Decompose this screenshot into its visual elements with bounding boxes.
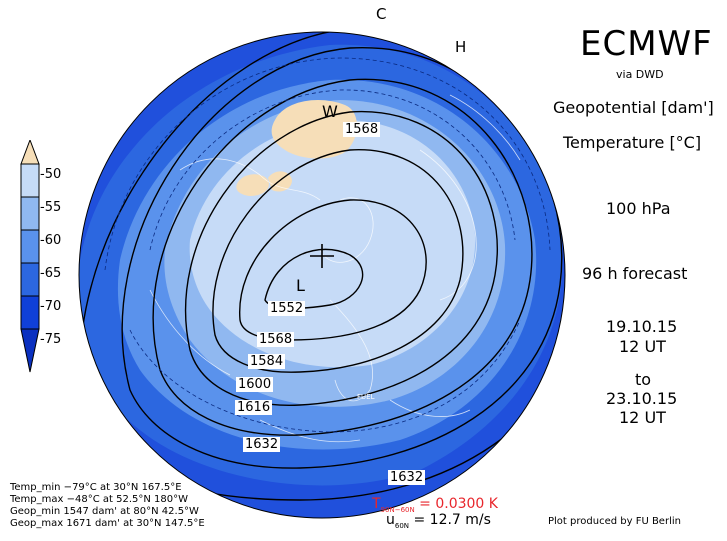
contour-label: 1616 xyxy=(235,400,273,415)
to-label: to xyxy=(635,370,652,389)
wind-index: u60N = 12.7 m/s xyxy=(386,512,491,530)
geop-max-stat: Geop_max 1671 dam' at 30°N 147.5°E xyxy=(10,518,205,529)
temp-min-stat: Temp_min −79°C at 30°N 167.5°E xyxy=(10,482,182,493)
warm-marker: W xyxy=(322,102,338,121)
warm-patch-small xyxy=(236,174,269,196)
contour-label: 1632 xyxy=(243,437,281,452)
place-label: FUEL xyxy=(357,393,375,401)
model-title: ECMWF xyxy=(580,24,713,64)
forecast-range: 96 h forecast xyxy=(582,264,688,283)
temperature-index: T90N−60N = 0.0300 K xyxy=(372,496,498,514)
colorbar-label: -50 xyxy=(40,167,62,182)
colorbar xyxy=(20,140,40,373)
contour-label: 1584 xyxy=(248,354,286,369)
colorbar-label: -60 xyxy=(40,233,62,248)
colorbar-label: -55 xyxy=(40,200,62,215)
init-date: 19.10.15 xyxy=(606,317,678,336)
contour-label: 1552 xyxy=(268,301,306,316)
map-outline xyxy=(78,31,566,519)
credit-label: Plot produced by FU Berlin xyxy=(548,516,681,527)
low-marker: L xyxy=(296,276,305,295)
t-symbol: T xyxy=(372,496,381,512)
high-marker: H xyxy=(455,38,467,56)
t-subscript: 90N−60N xyxy=(380,505,415,514)
init-time: 12 UT xyxy=(619,337,666,356)
source-label: via DWD xyxy=(616,68,664,81)
u-symbol: u xyxy=(386,512,395,528)
t-value: = 0.0300 K xyxy=(419,496,498,512)
u-value: = 12.7 m/s xyxy=(413,512,491,528)
pressure-level: 100 hPa xyxy=(606,199,671,218)
u-subscript: 60N xyxy=(394,521,410,530)
contour-label: 1568 xyxy=(257,332,295,347)
geop-min-stat: Geop_min 1547 dam' at 80°N 42.5°W xyxy=(10,506,199,517)
temp-max-stat: Temp_max −48°C at 52.5°N 180°W xyxy=(10,494,189,505)
colorbar-label: -75 xyxy=(40,332,62,347)
valid-time: 12 UT xyxy=(619,408,666,427)
contour-label: 1568 xyxy=(343,122,381,137)
cold-marker: C xyxy=(376,5,387,23)
field-temperature: Temperature [°C] xyxy=(563,133,702,152)
pole-marker xyxy=(310,244,334,268)
contour-label: 1632 xyxy=(388,470,426,485)
field-geopotential: Geopotential [dam'] xyxy=(553,98,714,117)
colorbar-label: -70 xyxy=(40,299,62,314)
valid-date: 23.10.15 xyxy=(606,389,678,408)
colorbar-label: -65 xyxy=(40,266,62,281)
contour-label: 1600 xyxy=(236,377,274,392)
